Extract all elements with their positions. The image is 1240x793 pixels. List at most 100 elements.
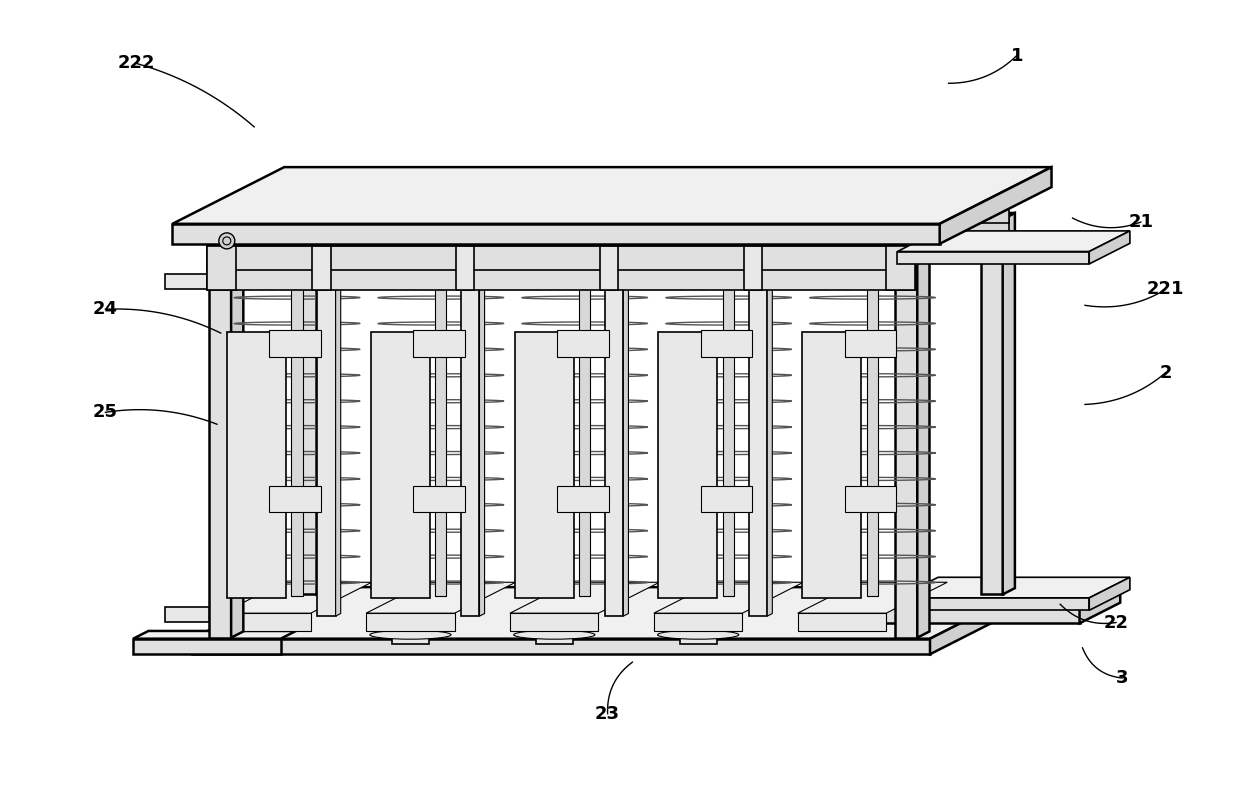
Polygon shape xyxy=(210,262,231,638)
Polygon shape xyxy=(653,613,743,631)
Text: 22: 22 xyxy=(1104,614,1128,631)
Polygon shape xyxy=(898,231,1130,251)
Polygon shape xyxy=(207,242,924,246)
Polygon shape xyxy=(435,267,446,596)
Polygon shape xyxy=(366,582,516,613)
Polygon shape xyxy=(172,167,1052,224)
Polygon shape xyxy=(222,613,311,631)
Polygon shape xyxy=(515,332,574,599)
Text: 1: 1 xyxy=(1011,47,1023,64)
Text: 3: 3 xyxy=(1116,669,1128,687)
Polygon shape xyxy=(312,246,331,290)
Polygon shape xyxy=(392,608,429,644)
Polygon shape xyxy=(336,285,341,616)
Polygon shape xyxy=(510,613,599,631)
Polygon shape xyxy=(461,288,480,616)
Polygon shape xyxy=(192,638,930,654)
Polygon shape xyxy=(165,274,210,289)
Polygon shape xyxy=(269,485,321,512)
Polygon shape xyxy=(918,256,930,638)
Polygon shape xyxy=(192,587,1032,638)
Polygon shape xyxy=(172,224,940,243)
Polygon shape xyxy=(294,213,329,219)
Polygon shape xyxy=(316,213,329,595)
Ellipse shape xyxy=(513,630,595,639)
Polygon shape xyxy=(844,330,897,357)
Polygon shape xyxy=(300,218,1009,243)
Polygon shape xyxy=(680,608,717,644)
Text: 221: 221 xyxy=(1147,281,1184,298)
Polygon shape xyxy=(858,607,1080,623)
Polygon shape xyxy=(930,587,1032,654)
Polygon shape xyxy=(940,167,1052,243)
Text: 2: 2 xyxy=(1159,364,1172,381)
Polygon shape xyxy=(227,332,285,599)
Polygon shape xyxy=(210,256,243,262)
Polygon shape xyxy=(207,246,915,270)
Polygon shape xyxy=(895,256,930,262)
Polygon shape xyxy=(300,198,1009,223)
Text: 21: 21 xyxy=(1128,213,1153,231)
Polygon shape xyxy=(867,267,878,596)
Polygon shape xyxy=(456,240,485,246)
Text: 25: 25 xyxy=(93,404,118,421)
Polygon shape xyxy=(898,598,1089,611)
Ellipse shape xyxy=(657,630,739,639)
Polygon shape xyxy=(600,240,629,246)
Polygon shape xyxy=(600,246,619,290)
Polygon shape xyxy=(1003,213,1014,595)
Polygon shape xyxy=(653,582,804,613)
Polygon shape xyxy=(317,288,336,616)
Polygon shape xyxy=(898,251,1089,264)
Polygon shape xyxy=(885,246,915,290)
Polygon shape xyxy=(749,288,768,616)
Polygon shape xyxy=(413,330,465,357)
Polygon shape xyxy=(366,613,455,631)
Polygon shape xyxy=(981,219,1003,595)
Polygon shape xyxy=(133,631,296,638)
Polygon shape xyxy=(371,332,430,599)
Polygon shape xyxy=(557,485,609,512)
Polygon shape xyxy=(895,262,918,638)
Polygon shape xyxy=(768,285,773,616)
Polygon shape xyxy=(701,485,753,512)
Polygon shape xyxy=(701,330,753,357)
Polygon shape xyxy=(744,240,773,246)
Polygon shape xyxy=(291,267,303,596)
Polygon shape xyxy=(1089,231,1130,264)
Polygon shape xyxy=(480,285,485,616)
Polygon shape xyxy=(207,246,237,290)
Circle shape xyxy=(218,233,234,249)
Polygon shape xyxy=(624,285,629,616)
Polygon shape xyxy=(557,330,609,357)
Polygon shape xyxy=(605,288,624,616)
Polygon shape xyxy=(797,613,887,631)
Polygon shape xyxy=(1089,577,1130,611)
Polygon shape xyxy=(723,267,734,596)
Polygon shape xyxy=(858,587,1120,607)
Polygon shape xyxy=(207,262,924,266)
Polygon shape xyxy=(231,256,243,638)
Polygon shape xyxy=(207,266,915,290)
Polygon shape xyxy=(269,330,321,357)
Polygon shape xyxy=(222,582,372,613)
Polygon shape xyxy=(898,577,1130,598)
Polygon shape xyxy=(802,332,862,599)
Text: 23: 23 xyxy=(595,705,620,722)
Text: 222: 222 xyxy=(118,55,155,72)
Polygon shape xyxy=(456,246,475,290)
Polygon shape xyxy=(658,332,718,599)
Polygon shape xyxy=(312,240,341,246)
Polygon shape xyxy=(981,213,1014,219)
Polygon shape xyxy=(294,219,316,595)
Polygon shape xyxy=(579,267,590,596)
Polygon shape xyxy=(413,485,465,512)
Polygon shape xyxy=(844,485,897,512)
Polygon shape xyxy=(744,246,763,290)
Polygon shape xyxy=(165,607,210,622)
Polygon shape xyxy=(510,582,660,613)
Text: 24: 24 xyxy=(93,301,118,318)
Polygon shape xyxy=(133,638,280,654)
Polygon shape xyxy=(797,582,947,613)
Polygon shape xyxy=(1080,587,1120,623)
